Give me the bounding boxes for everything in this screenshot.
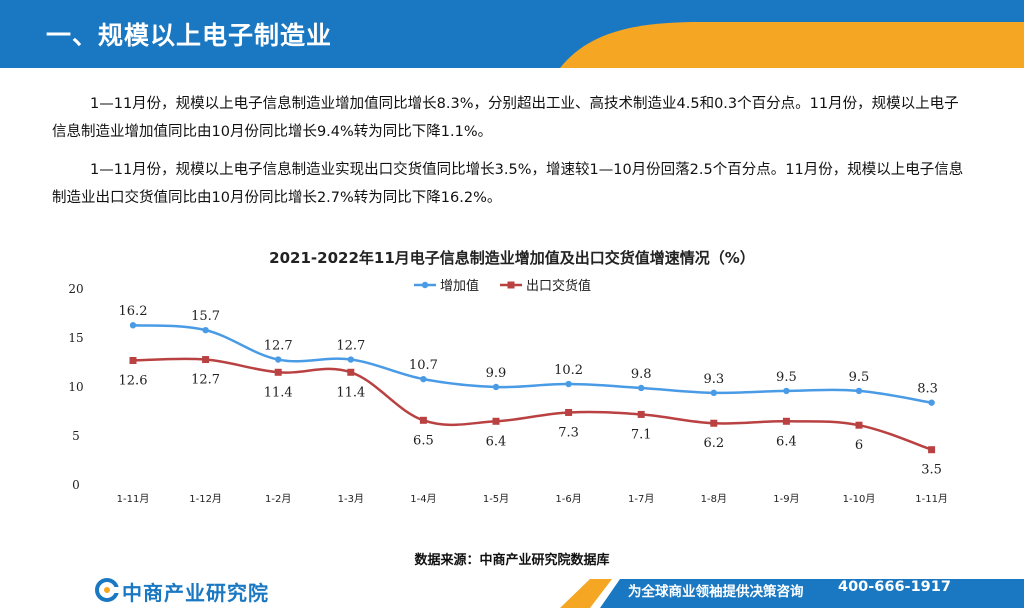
x-tick-label: 1-5月 — [483, 493, 509, 505]
data-label: 10.7 — [409, 358, 438, 373]
company-logo-icon — [95, 578, 119, 602]
data-point — [492, 383, 500, 391]
data-source: 数据来源：中商产业研究院数据库 — [414, 553, 610, 568]
data-label: 16.2 — [119, 304, 148, 319]
y-tick-label: 15 — [68, 331, 83, 345]
x-tick-label: 1-11月 — [915, 493, 948, 505]
footer-phone: 400-666-1917 — [838, 579, 951, 595]
data-label: 6 — [855, 438, 863, 453]
data-point — [782, 417, 790, 425]
data-point — [638, 384, 645, 392]
data-point — [783, 387, 790, 395]
data-point — [637, 410, 645, 418]
data-label: 8.3 — [917, 382, 938, 397]
data-label: 7.3 — [558, 425, 579, 440]
series-line-added-value — [132, 323, 932, 404]
data-point — [347, 368, 355, 376]
data-point — [129, 322, 137, 329]
y-tick-label: 20 — [68, 282, 83, 296]
data-point — [928, 399, 935, 406]
paragraph-1: 1—11月份，规模以上电子信息制造业增加值同比增长8.3%，分别超出工业、高技术… — [52, 90, 972, 146]
data-label: 10.2 — [554, 363, 583, 378]
y-tick-label: 5 — [72, 429, 80, 443]
data-point — [855, 387, 863, 395]
company-logo-text: 中商产业研究院 — [122, 581, 269, 605]
footer-banner — [0, 573, 1024, 608]
data-point — [347, 356, 354, 363]
y-tick-label: 0 — [72, 478, 80, 492]
data-label: 9.5 — [849, 370, 870, 385]
data-label: 15.7 — [191, 309, 220, 324]
data-label: 9.5 — [776, 370, 797, 385]
data-label: 6.2 — [703, 436, 724, 451]
legend-marker — [421, 281, 429, 289]
data-label: 6.4 — [486, 434, 507, 449]
x-tick-label: 1-3月 — [338, 493, 364, 505]
data-point — [419, 416, 427, 424]
header-banner — [0, 0, 1024, 68]
data-label: 11.4 — [264, 385, 293, 400]
footer-slogan: 为全球商业领袖提供决策咨询 — [628, 584, 804, 600]
paragraph-2: 1—11月份，规模以上电子信息制造业实现出口交货值同比增长3.5%，增速较1—1… — [52, 156, 972, 212]
paragraph-2-text: 1—11月份，规模以上电子信息制造业实现出口交货值同比增长3.5%，增速较1—1… — [52, 162, 964, 206]
data-label: 9.8 — [631, 367, 652, 382]
legend-marker — [507, 281, 515, 289]
y-tick-label: 10 — [68, 380, 83, 394]
x-tick-label: 1-10月 — [843, 493, 876, 505]
data-label: 6.4 — [776, 434, 797, 449]
legend-label: 增加值 — [440, 278, 479, 294]
x-tick-label: 1-9月 — [773, 493, 799, 505]
data-label: 11.4 — [336, 385, 365, 400]
data-label: 9.9 — [486, 366, 507, 381]
x-tick-label: 1-8月 — [701, 493, 727, 505]
paragraph-1-text: 1—11月份，规模以上电子信息制造业增加值同比增长8.3%，分别超出工业、高技术… — [52, 96, 959, 140]
data-point — [565, 380, 572, 388]
x-tick-label: 1-2月 — [265, 493, 291, 505]
x-tick-label: 1-6月 — [555, 493, 581, 505]
x-tick-label: 1-4月 — [410, 493, 436, 505]
data-point — [202, 326, 209, 334]
data-point — [492, 417, 500, 425]
x-tick-label: 1-11月 — [117, 493, 150, 505]
data-label: 3.5 — [921, 463, 942, 478]
data-point — [129, 357, 137, 365]
data-label: 9.3 — [703, 372, 724, 387]
data-point — [710, 389, 717, 397]
data-point — [202, 356, 210, 364]
data-label: 12.7 — [191, 373, 220, 388]
data-point — [565, 408, 573, 416]
data-point — [710, 419, 718, 427]
data-label: 7.1 — [631, 427, 652, 442]
data-label: 12.7 — [336, 339, 365, 354]
data-point — [274, 368, 282, 376]
page-title: 一、规模以上电子制造业 — [46, 21, 333, 50]
legend-label: 出口交货值 — [526, 278, 591, 294]
chart-title: 2021-2022年11月电子信息制造业增加值及出口交货值增速情况（%） — [269, 249, 755, 267]
x-tick-label: 1-12月 — [189, 493, 222, 505]
data-point — [855, 421, 863, 429]
data-point — [928, 446, 936, 454]
x-tick-label: 1-7月 — [628, 493, 654, 505]
data-point — [420, 375, 427, 383]
data-label: 12.6 — [119, 374, 148, 389]
data-point — [275, 356, 282, 363]
series-line-export-value — [132, 357, 932, 451]
data-label: 12.7 — [264, 339, 293, 354]
data-label: 6.5 — [413, 433, 434, 448]
